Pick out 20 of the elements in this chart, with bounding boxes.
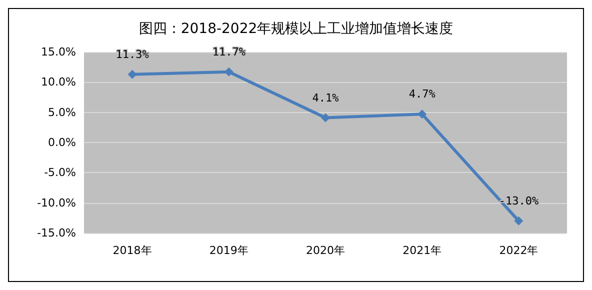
y-tick-label: -5.0% xyxy=(44,166,76,180)
y-tick-label: 5.0% xyxy=(48,106,76,119)
data-label: 4.1% xyxy=(312,91,340,104)
point xyxy=(321,113,330,122)
x-tick-label: 2021年 xyxy=(402,244,442,257)
x-tick-label: 2018年 xyxy=(112,244,152,257)
point xyxy=(418,110,427,119)
y-tick-label: 10.0% xyxy=(41,76,76,89)
data-label: 11.3% xyxy=(116,48,150,61)
point xyxy=(514,216,524,226)
data-label: 11.7% xyxy=(212,45,246,58)
y-tick-label: -10.0% xyxy=(37,196,76,210)
x-tick-label: 2019年 xyxy=(209,244,248,257)
y-tick-label: 0.0% xyxy=(48,136,76,149)
x-tick-label: 2022年 xyxy=(499,244,538,257)
y-tick-label: -15.0% xyxy=(37,226,76,240)
x-tick-label: 2020年 xyxy=(306,244,345,257)
y-tick-label: 15.0% xyxy=(41,46,76,58)
data-label: 4.7% xyxy=(408,88,436,101)
chart-title: 图四：2018-2022年规模以上工业增加值增长速度 xyxy=(138,21,454,37)
